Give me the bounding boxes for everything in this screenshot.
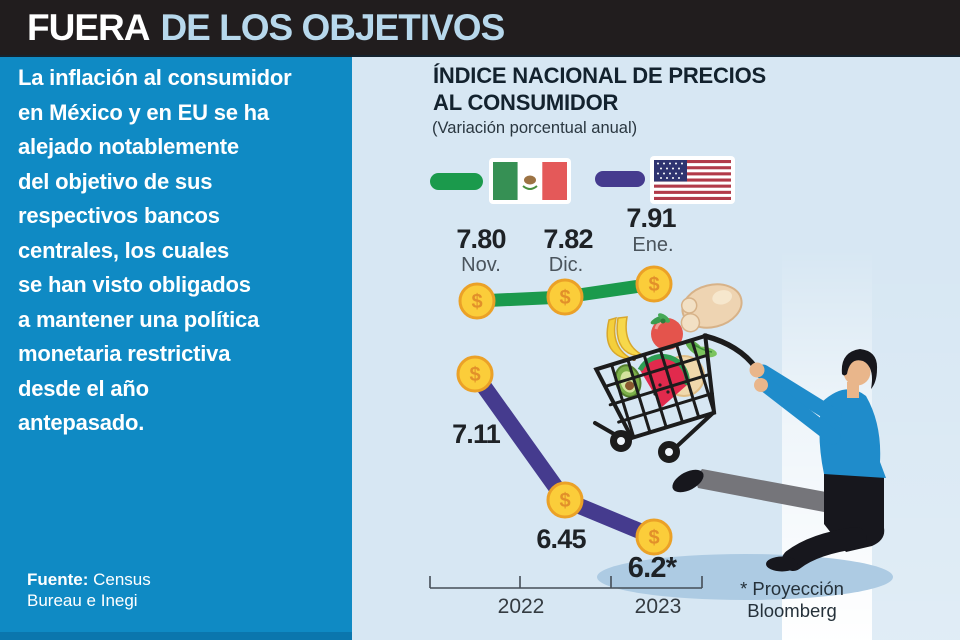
source-label: Fuente: xyxy=(27,570,89,589)
x-axis xyxy=(429,576,703,589)
category-label-dic: Dic. xyxy=(548,254,584,276)
category-label-ene: Ene. xyxy=(632,234,674,256)
coin-icon: $ xyxy=(635,265,673,303)
us-line-swatch xyxy=(595,171,645,187)
year-label-2023: 2023 xyxy=(634,595,682,618)
data-label-us-dic: 6.45 xyxy=(536,524,586,554)
intro-paragraph: La inflación al consumidor en México y e… xyxy=(18,65,292,435)
mexico-flag-icon xyxy=(489,158,571,204)
data-label-mx-ene: 7.91 xyxy=(626,203,676,233)
tomato-icon xyxy=(650,313,683,350)
title-secondary: DE LOS OBJETIVOS xyxy=(160,7,505,48)
source-note: Fuente: Census Bureau e Inegi xyxy=(27,569,207,611)
page-title: FUERA DE LOS OBJETIVOS xyxy=(0,0,960,55)
chicken-icon xyxy=(680,283,743,333)
dollar-glyph: $ xyxy=(648,274,659,296)
data-label-us-ene: 6.2* xyxy=(627,552,677,584)
category-label-nov: Nov. xyxy=(461,254,501,276)
shopping-cart-icon xyxy=(593,333,759,463)
coin-icon: $ xyxy=(546,481,584,519)
data-label-mx-nov: 7.80 xyxy=(456,224,506,254)
dollar-glyph: $ xyxy=(559,490,570,512)
coin-icon: $ xyxy=(456,355,494,393)
dollar-glyph: $ xyxy=(559,287,570,309)
source-text: Census Bureau e Inegi xyxy=(27,570,151,610)
sidebar-bottom-strip xyxy=(0,632,352,640)
chart-title: ÍNDICE NACIONAL DE PRECIOS AL CONSUMIDOR xyxy=(433,63,766,115)
year-label-2022: 2022 xyxy=(497,595,545,618)
projection-footnote: * Proyección Bloomberg xyxy=(740,578,844,621)
coin-icon: $ xyxy=(546,278,584,316)
intro-sidebar: La inflación al consumidor en México y e… xyxy=(0,57,352,640)
coin-icon: $ xyxy=(458,282,496,320)
chart-subtitle: (Variación porcentual anual) xyxy=(432,119,638,137)
data-label-us-nov: 7.11 xyxy=(452,419,501,449)
usa-flag-icon xyxy=(650,156,735,204)
person-illustration xyxy=(672,349,886,572)
mexico-line-swatch xyxy=(430,173,483,190)
dollar-glyph: $ xyxy=(648,527,659,549)
dollar-glyph: $ xyxy=(469,364,480,386)
data-label-mx-dic: 7.82 xyxy=(543,224,593,254)
header-bar: FUERA DE LOS OBJETIVOS xyxy=(0,0,960,57)
coin-icon: $ xyxy=(635,518,673,556)
dollar-glyph: $ xyxy=(471,291,482,313)
title-primary: FUERA xyxy=(27,7,150,48)
